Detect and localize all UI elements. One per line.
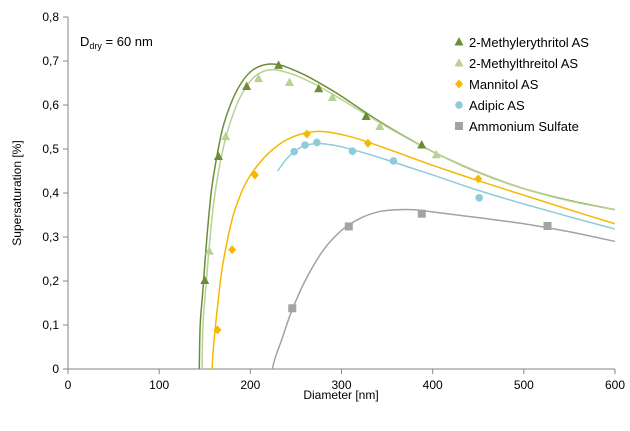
point-2-methylerythritol-as: [314, 83, 324, 93]
point-2-methylthreitol-as: [327, 92, 337, 102]
point-mannitol-as: [213, 325, 222, 335]
legend-label-2-methylerythritol-as: 2-Methylerythritol AS: [469, 35, 589, 50]
y-tick-label: 0,8: [42, 10, 59, 24]
y-tick-label: 0,5: [42, 142, 59, 156]
point-2-methylthreitol-as: [221, 131, 231, 141]
point-adipic-as: [475, 194, 483, 202]
point-mannitol-as: [250, 170, 259, 180]
point-2-methylthreitol-as: [431, 149, 441, 159]
data-markers: [200, 60, 552, 335]
x-tick-label: 500: [514, 378, 534, 392]
x-tick-label: 400: [423, 378, 443, 392]
point-adipic-as: [290, 147, 298, 156]
point-2-methylthreitol-as: [204, 246, 214, 255]
point-adipic-as: [348, 147, 357, 155]
legend-marker-2-methylthreitol-as: [454, 58, 464, 67]
x-tick-label: 300: [331, 378, 351, 392]
x-tick-label: 200: [240, 378, 260, 392]
point-2-methylerythritol-as: [242, 81, 252, 91]
legend-marker-2-methylerythritol-as: [454, 37, 464, 46]
fit-curves: [198, 63, 615, 369]
legend-label-adipic-as: Adipic AS: [469, 98, 525, 113]
x-tick-label: 600: [605, 378, 625, 392]
legend-marker-adipic-as: [455, 101, 463, 109]
point-2-methylerythritol-as: [200, 275, 210, 285]
legend-label-2-methylthreitol-as: 2-Methylthreitol AS: [469, 56, 578, 71]
annotation-main: D: [80, 34, 89, 49]
axes: [63, 16, 616, 374]
dry-diameter-annotation: Ddry = 60 nm: [80, 34, 153, 51]
point-ammonium-sulfate: [543, 222, 552, 230]
point-adipic-as: [389, 157, 398, 165]
point-mannitol-as: [363, 138, 372, 148]
legend-marker-mannitol-as: [455, 79, 463, 89]
point-adipic-as: [313, 138, 321, 147]
y-tick-label: 0,4: [42, 186, 59, 200]
curve-2-methylthreitol-as: [201, 69, 615, 369]
point-adipic-as: [301, 141, 309, 149]
curve-2-methylerythritol-as: [198, 63, 615, 369]
y-axis-title: Supersaturation [%]: [10, 140, 24, 245]
point-2-methylerythritol-as: [213, 151, 223, 160]
annotation-rest: = 60 nm: [102, 34, 153, 49]
curve-adipic-as: [277, 142, 615, 230]
y-tick-label: 0,2: [42, 274, 59, 288]
point-ammonium-sulfate: [288, 304, 297, 313]
curve-mannitol-as: [211, 130, 615, 369]
point-2-methylthreitol-as: [285, 77, 295, 87]
point-2-methylerythritol-as: [274, 60, 284, 69]
point-mannitol-as: [228, 245, 237, 255]
legend-label-ammonium-sulfate: Ammonium Sulfate: [469, 119, 579, 134]
y-tick-label: 0,3: [42, 230, 59, 244]
point-mannitol-as: [474, 174, 483, 184]
point-mannitol-as: [302, 129, 311, 139]
y-tick-label: 0,7: [42, 54, 59, 68]
x-axis-title: Diameter [nm]: [303, 388, 378, 402]
point-2-methylerythritol-as: [417, 140, 427, 149]
y-tick-label: 0,6: [42, 98, 59, 112]
point-2-methylthreitol-as: [375, 121, 385, 131]
point-2-methylerythritol-as: [361, 111, 371, 120]
curve-ammonium-sulfate: [271, 208, 615, 369]
x-tick-label: 100: [149, 378, 169, 392]
y-tick-label: 0: [52, 362, 59, 376]
annotation-subscript: dry: [89, 41, 102, 51]
y-tick-label: 0,1: [42, 318, 59, 332]
tick-labels: 0 100 200 300 400 500 600 0 0,1 0,2 0,3 0,4 0,5 0,6 0,…: [42, 10, 625, 392]
legend-label-mannitol-as: Mannitol AS: [469, 77, 539, 92]
legend-marker-ammonium-sulfate: [455, 122, 463, 130]
legend: 2-Methylerythritol AS 2-Methylthreitol AS…: [454, 35, 589, 134]
point-ammonium-sulfate: [344, 222, 353, 231]
point-ammonium-sulfate: [417, 209, 426, 218]
point-2-methylthreitol-as: [254, 73, 264, 83]
x-tick-label: 0: [65, 378, 72, 392]
